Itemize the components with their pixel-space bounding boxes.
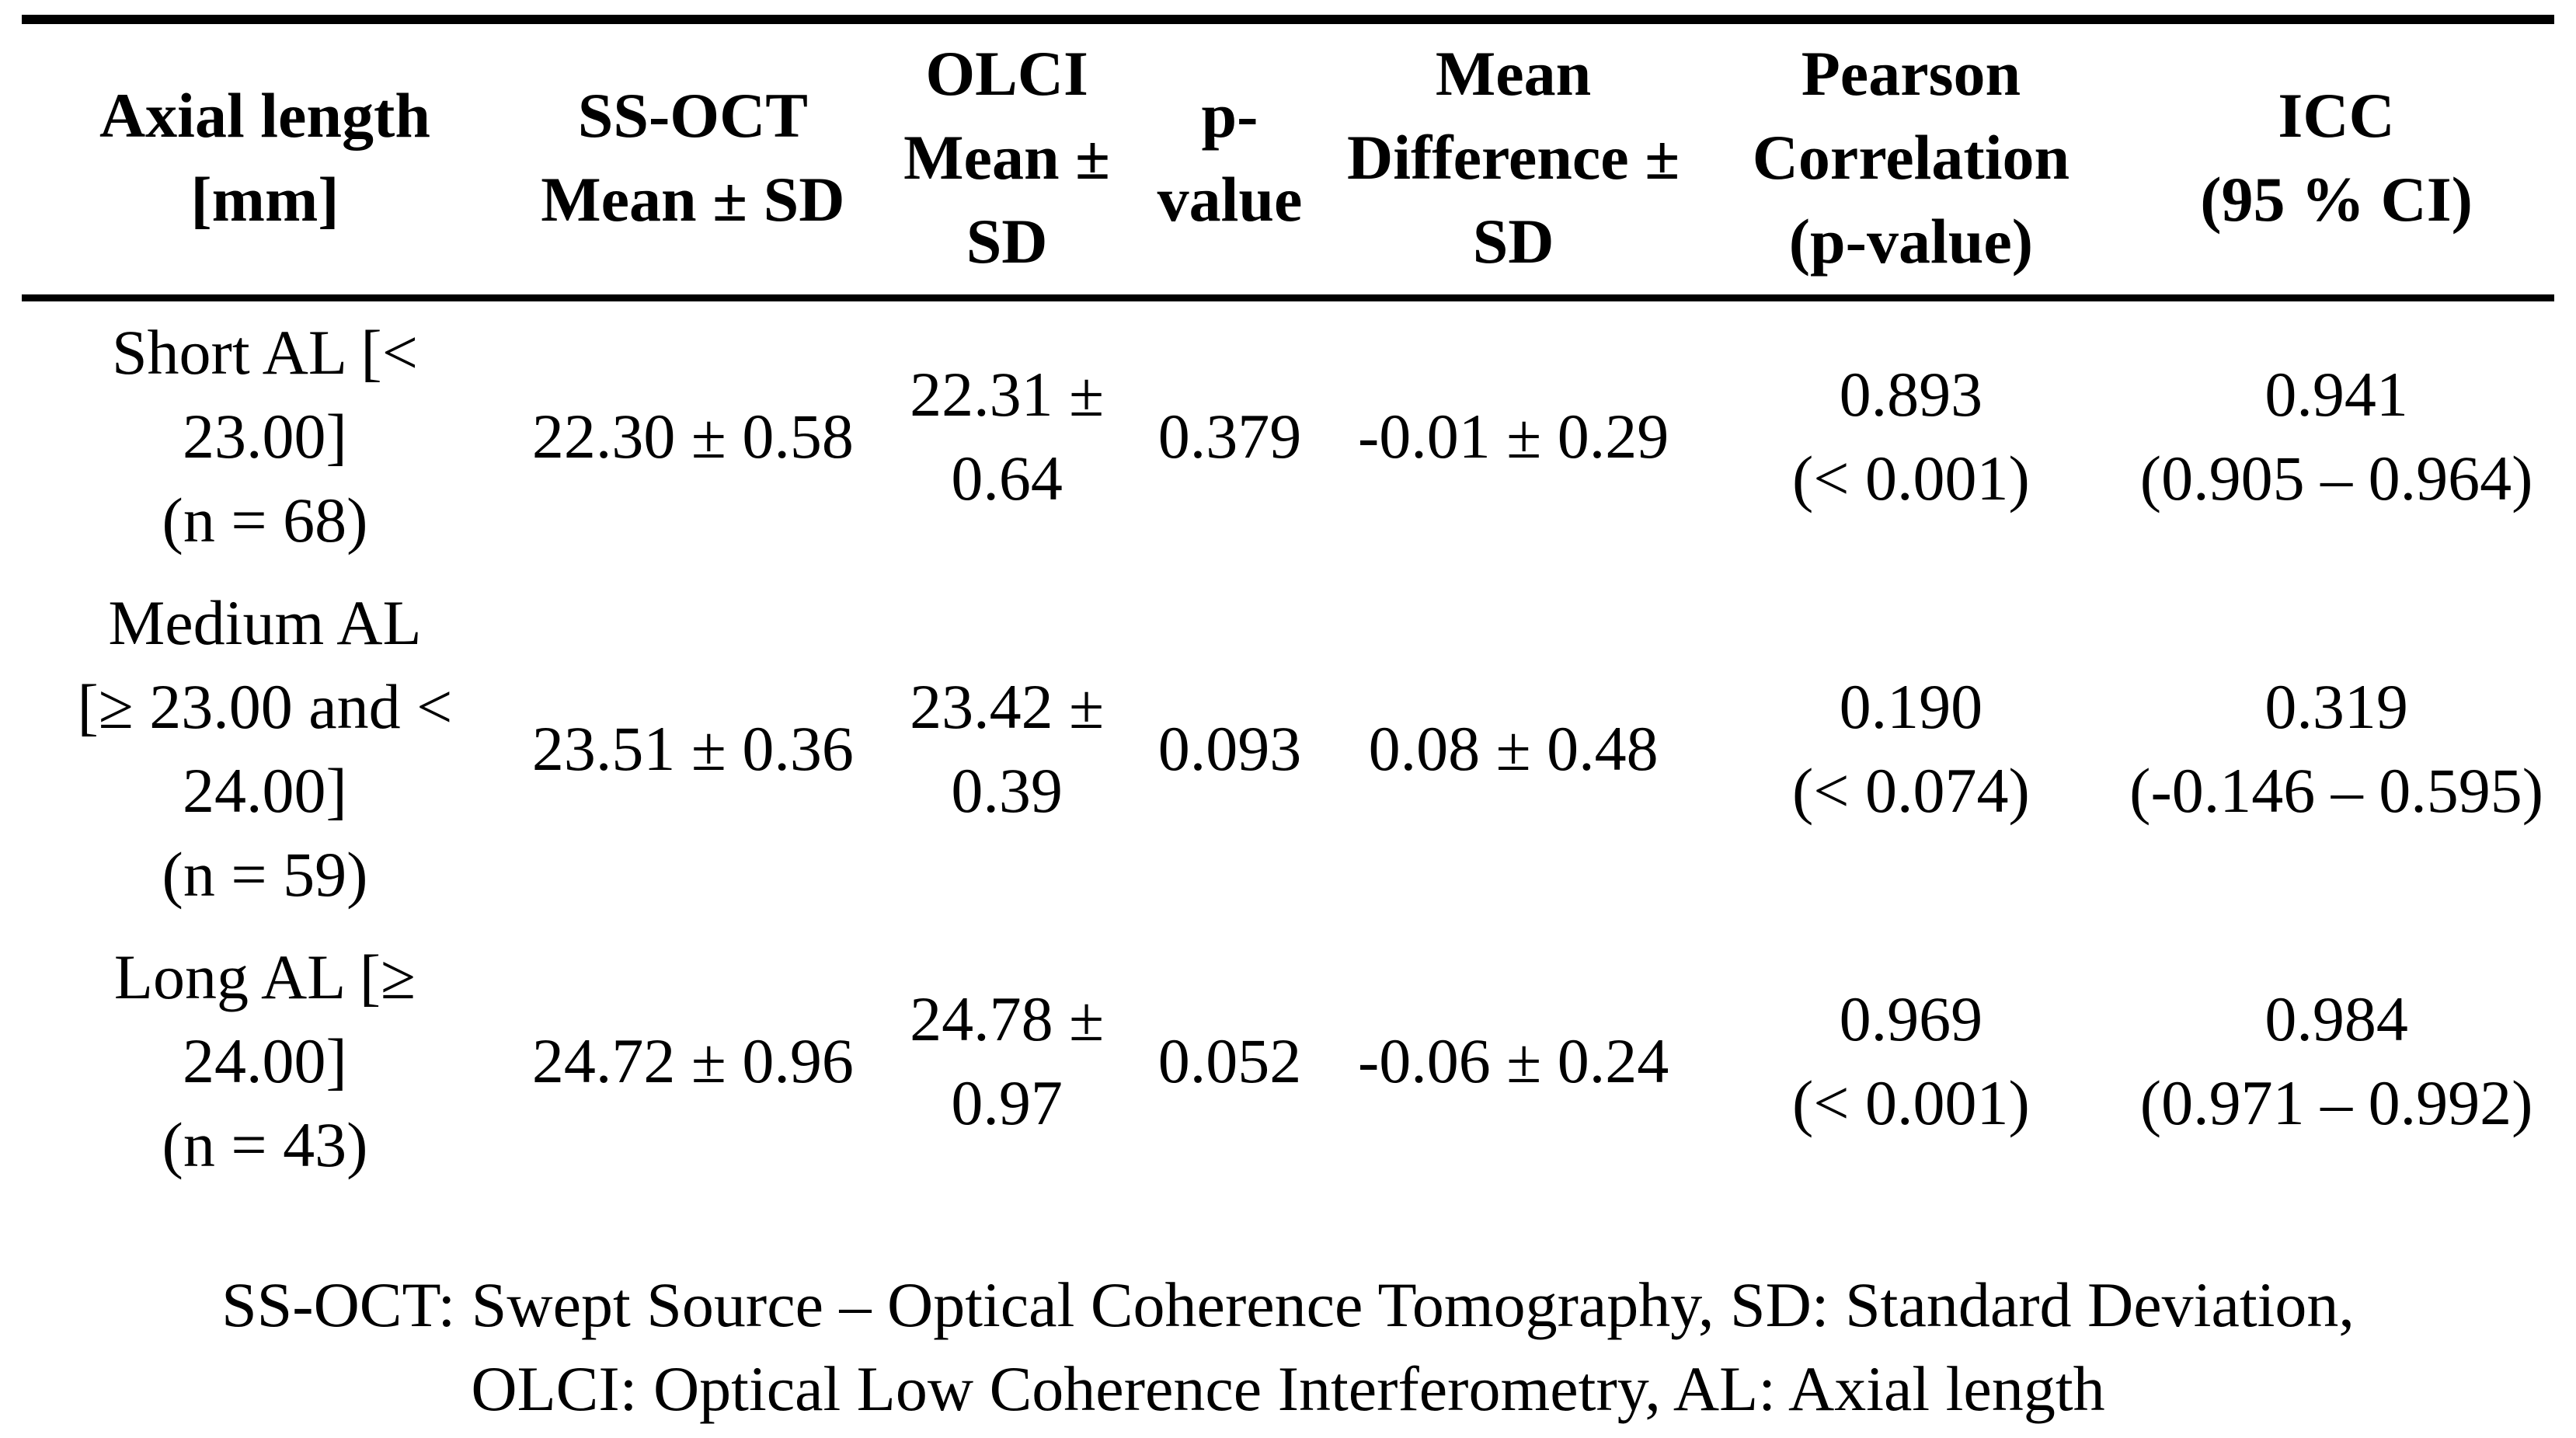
table-cell: 24.72 ± 0.96 [531,1025,854,1096]
table-cell: -0.01 ± 0.29 [1357,401,1669,472]
table-cell: 0.08 ± 0.48 [1368,713,1659,784]
table-cell: 0.893 (< 0.001) [1791,359,2030,514]
table-cell: 22.31 ± 0.64 [910,359,1105,514]
table-cell: 0.379 [1157,401,1302,472]
table-cell: 0.052 [1157,1025,1302,1096]
column-header-axial-length: Axial length [mm] [22,19,508,301]
table-cell: 0.190 (< 0.074) [1791,671,2030,826]
column-header-p-value: p- value [1136,19,1324,301]
column-header-mean-difference-sd: Mean Difference ± SD [1323,19,1704,301]
table-cell: 0.941 (0.905 – 0.964) [2139,359,2533,514]
table-header: Axial length [mm] SS-OCT Mean ± SD OLCI … [22,19,2554,301]
column-header-olci-mean-sd: OLCI Mean ± SD [877,19,1137,301]
table-cell: 24.78 ± 0.97 [910,984,1105,1138]
table-cell: 0.093 [1157,713,1302,784]
table-footnote: SS-OCT: Swept Source – Optical Coherence… [221,1269,2355,1424]
column-header-icc-95-ci: ICC (95 % CI) [2118,19,2554,301]
table-row-short-al: Short AL [< 23.00] (n = 68) 22.30 ± 0.58… [22,298,2554,573]
table-body: Short AL [< 23.00] (n = 68) 22.30 ± 0.58… [22,298,2554,1438]
column-header-pearson-correlation: Pearson Correlation (p-value) [1703,19,2119,301]
footnote-row: SS-OCT: Swept Source – Optical Coherence… [22,1227,2554,1438]
table-cell: 0.319 (-0.146 – 0.595) [2129,671,2544,826]
table-cell: 0.984 (0.971 – 0.992) [2139,984,2533,1138]
table-cell: 0.969 (< 0.001) [1791,984,2030,1138]
table-cell: Long AL [≥ 24.00] (n = 43) [113,942,416,1180]
table-cell: 23.42 ± 0.39 [910,671,1105,826]
header-row: Axial length [mm] SS-OCT Mean ± SD OLCI … [22,19,2554,301]
table-cell: -0.06 ± 0.24 [1357,1025,1669,1096]
results-table: Axial length [mm] SS-OCT Mean ± SD OLCI … [22,15,2554,1438]
table-row-medium-al: Medium AL [≥ 23.00 and < 24.00] (n = 59)… [22,572,2554,926]
table-cell: Short AL [< 23.00] (n = 68) [111,317,418,555]
table-cell: 22.30 ± 0.58 [531,401,854,472]
table-cell: Medium AL [≥ 23.00 and < 24.00] (n = 59) [77,587,453,910]
column-header-ss-oct-mean-sd: SS-OCT Mean ± SD [507,19,878,301]
table-row-long-al: Long AL [≥ 24.00] (n = 43) 24.72 ± 0.96 … [22,926,2554,1227]
table-cell: 23.51 ± 0.36 [531,713,854,784]
